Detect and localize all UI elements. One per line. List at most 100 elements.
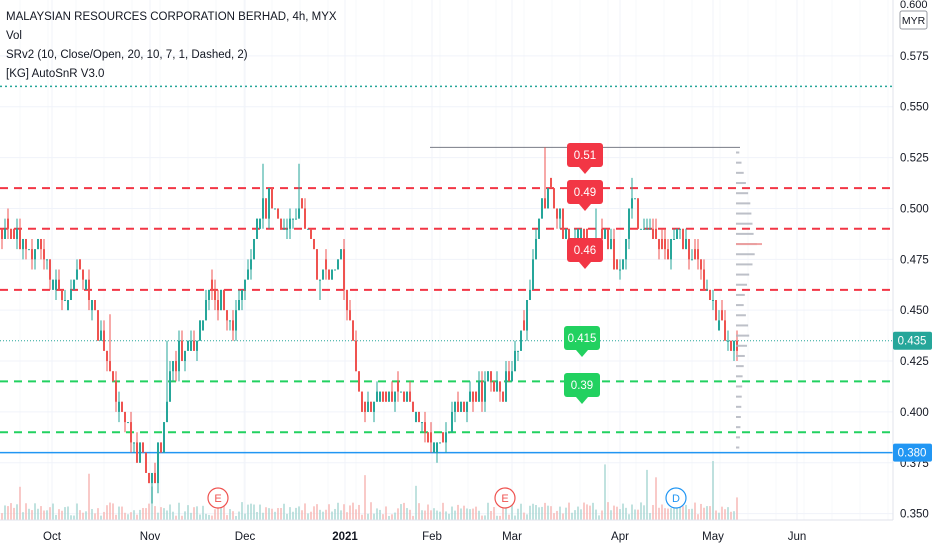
candle-40[interactable] [121, 401, 123, 412]
candle-161[interactable] [484, 381, 486, 402]
candle-119[interactable] [358, 371, 360, 392]
candle-79[interactable] [238, 300, 240, 311]
candle-148[interactable] [445, 432, 447, 443]
candle-222[interactable] [667, 249, 669, 260]
candle-80[interactable] [241, 289, 243, 301]
candle-25[interactable] [76, 269, 78, 280]
candle-219[interactable] [658, 238, 660, 250]
candle-37[interactable] [112, 371, 114, 382]
candle-59[interactable] [178, 340, 180, 372]
candle-52[interactable] [157, 442, 159, 484]
candle-24[interactable] [73, 279, 75, 290]
candle-216[interactable] [649, 228, 651, 230]
candle-104[interactable] [313, 238, 315, 250]
candle-203[interactable] [610, 238, 612, 250]
candle-180[interactable] [541, 198, 543, 219]
candle-6[interactable] [19, 228, 21, 250]
event-marker-0[interactable]: E [207, 487, 229, 509]
candle-34[interactable] [103, 330, 105, 351]
candle-28[interactable] [85, 279, 87, 290]
candle-35[interactable] [106, 350, 108, 362]
candle-233[interactable] [700, 259, 702, 270]
candle-133[interactable] [400, 391, 402, 393]
candle-66[interactable] [199, 320, 201, 341]
candle-17[interactable] [52, 279, 54, 290]
candle-101[interactable] [304, 208, 306, 229]
candle-11[interactable] [34, 249, 36, 260]
candle-166[interactable] [499, 381, 501, 392]
candle-86[interactable] [259, 218, 261, 229]
candle-183[interactable] [550, 177, 552, 189]
candle-232[interactable] [697, 249, 699, 260]
candle-182[interactable] [547, 188, 549, 209]
candle-187[interactable] [562, 208, 564, 239]
candle-94[interactable] [283, 228, 285, 230]
candle-200[interactable] [601, 228, 603, 239]
candle-122[interactable] [367, 401, 369, 412]
candle-210[interactable] [631, 198, 633, 209]
candle-48[interactable] [145, 452, 147, 473]
candle-173[interactable] [520, 330, 522, 351]
candle-56[interactable] [169, 371, 171, 402]
candle-208[interactable] [625, 238, 627, 260]
candle-225[interactable] [676, 228, 678, 239]
candle-171[interactable] [514, 350, 516, 372]
candle-75[interactable] [226, 310, 228, 321]
candle-39[interactable] [118, 401, 120, 412]
candle-138[interactable] [415, 411, 417, 423]
candle-144[interactable] [433, 442, 435, 453]
candle-137[interactable] [412, 401, 414, 412]
candle-234[interactable] [703, 269, 705, 290]
candle-240[interactable] [721, 310, 723, 321]
candle-85[interactable] [256, 218, 258, 239]
candle-118[interactable] [355, 340, 357, 372]
candle-31[interactable] [94, 300, 96, 311]
candle-115[interactable] [346, 289, 348, 311]
candle-16[interactable] [49, 259, 51, 280]
candle-142[interactable] [427, 432, 429, 443]
candle-43[interactable] [130, 422, 132, 443]
candle-97[interactable] [292, 218, 294, 220]
candle-214[interactable] [643, 228, 645, 230]
candle-243[interactable] [730, 340, 732, 351]
event-circle-2[interactable] [665, 487, 687, 509]
candle-74[interactable] [223, 289, 225, 311]
candle-103[interactable] [310, 228, 312, 239]
candle-77[interactable] [232, 320, 234, 331]
candle-21[interactable] [64, 300, 66, 302]
candle-244[interactable] [733, 340, 735, 351]
event-circle-1[interactable] [494, 487, 516, 509]
candle-230[interactable] [691, 259, 693, 261]
candle-212[interactable] [637, 198, 639, 229]
candle-53[interactable] [160, 442, 162, 453]
candle-30[interactable] [91, 300, 93, 311]
candle-127[interactable] [382, 391, 384, 402]
candle-129[interactable] [388, 391, 390, 402]
candle-50[interactable] [151, 472, 153, 484]
candle-38[interactable] [115, 381, 117, 402]
candle-45[interactable] [136, 442, 138, 463]
time-axis[interactable]: Oct Nov Dec 2021 Feb Mar Apr May Jun [0, 519, 893, 550]
candle-131[interactable] [394, 391, 396, 402]
candle-9[interactable] [28, 249, 30, 251]
candle-87[interactable] [262, 198, 264, 219]
candle-152[interactable] [457, 401, 459, 412]
candle-237[interactable] [712, 300, 714, 302]
candle-105[interactable] [316, 249, 318, 280]
candle-194[interactable] [583, 228, 585, 239]
candle-2[interactable] [7, 218, 9, 229]
candle-72[interactable] [217, 300, 219, 311]
candle-136[interactable] [409, 391, 411, 402]
candle-49[interactable] [148, 472, 150, 484]
symbol-title[interactable]: MALAYSIAN RESOURCES CORPORATION BERHAD, … [6, 11, 337, 23]
candle-7[interactable] [22, 238, 24, 250]
candle-33[interactable] [100, 330, 102, 341]
candle-167[interactable] [502, 391, 504, 402]
candle-238[interactable] [715, 300, 717, 321]
candle-158[interactable] [475, 391, 477, 402]
candle-73[interactable] [220, 289, 222, 311]
candle-126[interactable] [379, 391, 381, 402]
candle-47[interactable] [142, 442, 144, 453]
candle-90[interactable] [271, 188, 273, 209]
